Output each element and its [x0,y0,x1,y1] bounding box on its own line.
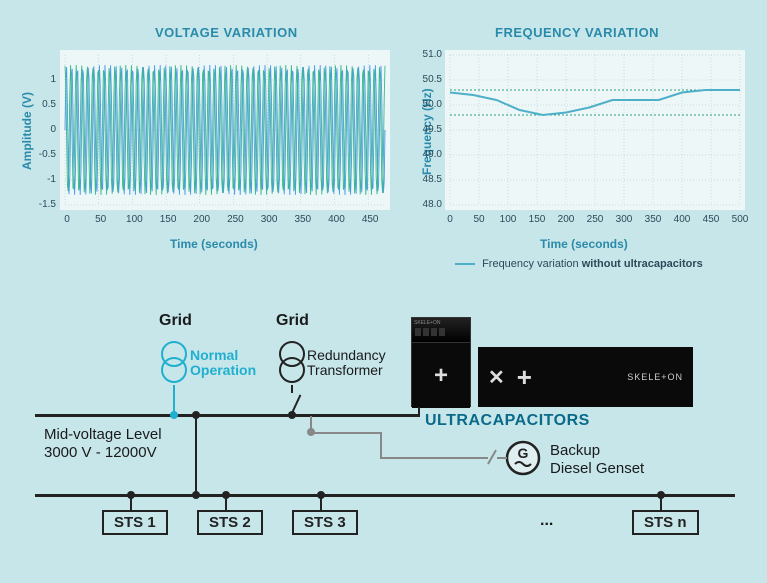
freq-xtick: 250 [585,214,605,225]
grid2-conn-top [291,385,293,393]
legend-text-bold: without ultracapacitors [582,258,703,270]
frequency-legend: Frequency variation without ultracapacit… [455,258,703,270]
sts-box: STS 3 [292,510,358,535]
frequency-chart-title: FREQUENCY VARIATION [495,25,659,40]
bus-link-node-bottom [192,491,200,499]
backup-genset-label: Backup Diesel Genset [550,442,644,478]
bus-link [195,415,197,495]
legend-line-swatch [455,263,475,265]
voltage-ytick: 1 [34,74,56,85]
voltage-xtick: 400 [326,214,346,225]
voltage-ytick: 0.5 [34,99,56,110]
voltage-ytick: 0 [34,124,56,135]
sts-node [317,491,325,499]
voltage-xtick: 450 [360,214,380,225]
voltage-xtick: 350 [293,214,313,225]
sts-node [222,491,230,499]
voltage-y-label: Amplitude (V) [20,92,34,170]
voltage-xtick: 200 [192,214,212,225]
freq-xtick: 50 [469,214,489,225]
freq-ytick: 50.5 [420,74,442,85]
freq-xtick: 500 [730,214,750,225]
freq-xtick: 200 [556,214,576,225]
freq-ytick: 51.0 [420,49,442,60]
grid1-label: Grid [159,312,192,330]
frequency-chart-area [445,50,745,210]
voltage-ytick: -1 [34,174,56,185]
voltage-xtick: 300 [259,214,279,225]
bus-top [35,414,420,417]
ucap-rack: SKELE+ON + [411,317,471,407]
freq-ytick: 49.5 [420,124,442,135]
mid-voltage-label: Mid-voltage Level 3000 V - 12000V [44,426,162,462]
freq-xtick: 150 [527,214,547,225]
freq-ytick: 48.5 [420,174,442,185]
voltage-chart-title: VOLTAGE VARIATION [155,25,298,40]
ucap-connector [418,407,420,416]
voltage-x-label: Time (seconds) [170,237,258,251]
freq-xtick: 300 [614,214,634,225]
voltage-ytick: -0.5 [34,149,56,160]
freq-xtick: 350 [643,214,663,225]
voltage-xtick: 150 [158,214,178,225]
sts-box: STS 2 [197,510,263,535]
bus-bottom [35,494,735,497]
genset-h2 [380,457,488,459]
genset-switch [487,450,497,465]
voltage-chart-svg [60,50,390,210]
freq-xtick: 400 [672,214,692,225]
transformer-1-icon [160,338,188,386]
genset-v1 [380,432,382,458]
freq-ytick: 49.0 [420,149,442,160]
ultracapacitors-label: ULTRACAPACITORS [425,412,590,430]
generator-icon: G [505,440,541,476]
svg-text:G: G [518,445,529,461]
genset-h1 [311,432,381,434]
frequency-chart-svg [445,50,745,210]
grid1-node [170,411,178,419]
sts-node [127,491,135,499]
redundancy-label: Redundancy Transformer [307,348,386,379]
frequency-x-label: Time (seconds) [540,237,628,251]
ucap-container: ✕ + SKELE+ON [478,347,693,407]
legend-text-prefix: Frequency variation [482,258,582,270]
sts-node [657,491,665,499]
sts-box: STS 1 [102,510,168,535]
sts-box: STS n [632,510,699,535]
normal-operation-label: Normal Operation [190,348,256,379]
freq-xtick: 0 [440,214,460,225]
voltage-ytick: -1.5 [34,199,56,210]
freq-xtick: 450 [701,214,721,225]
freq-ytick: 48.0 [420,199,442,210]
voltage-xtick: 0 [57,214,77,225]
grid1-connector [173,385,175,414]
voltage-xtick: 250 [225,214,245,225]
transformer-2-icon [278,338,306,386]
bus-link-node-top [192,411,200,419]
voltage-chart-area [60,50,390,210]
voltage-xtick: 100 [124,214,144,225]
freq-ytick: 50.0 [420,99,442,110]
sts-ellipsis: ... [540,512,553,530]
grid2-label: Grid [276,312,309,330]
freq-xtick: 100 [498,214,518,225]
grid2-node [288,411,296,419]
genset-h3 [497,457,507,459]
voltage-xtick: 50 [91,214,111,225]
